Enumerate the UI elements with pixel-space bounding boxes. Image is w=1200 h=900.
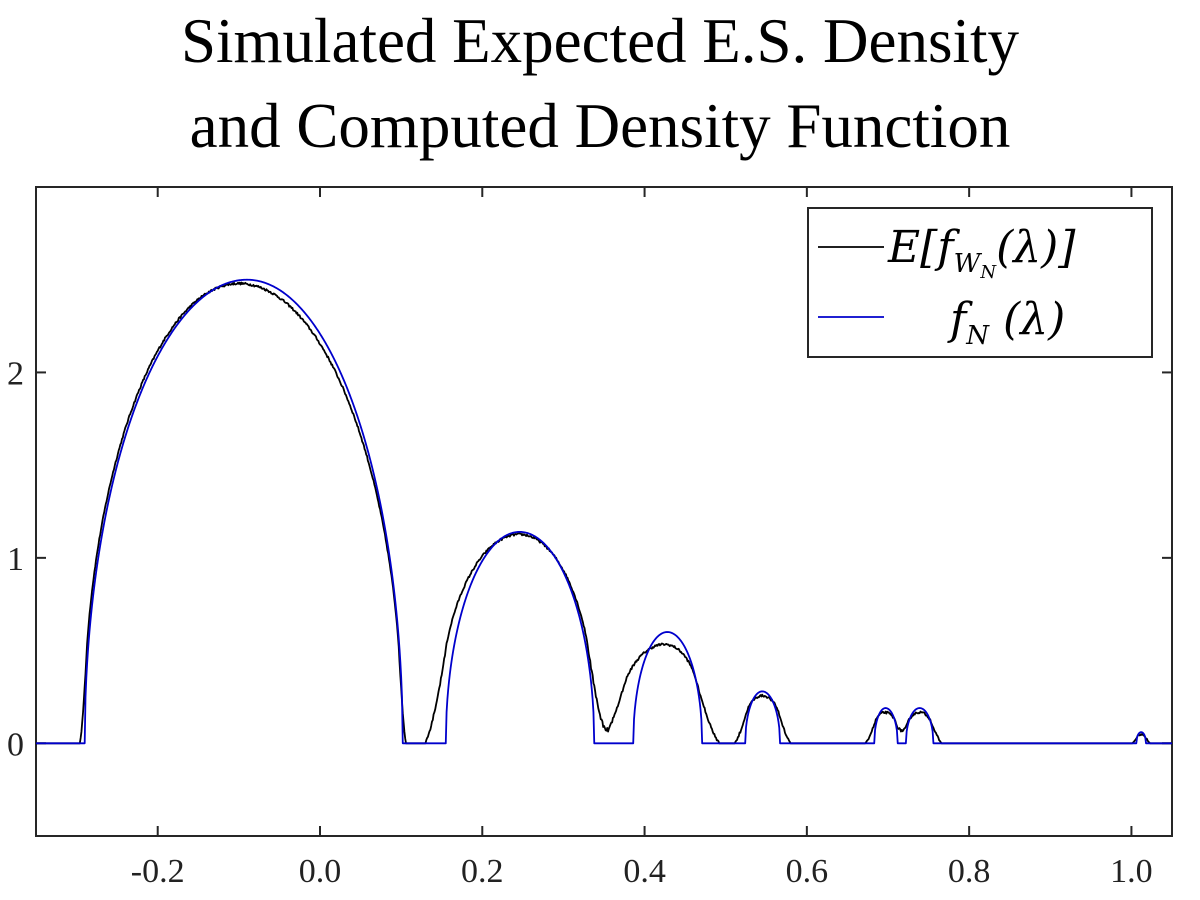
legend: E[fWN(λ)] fN (λ) bbox=[807, 207, 1153, 358]
x-tick-labels: -0.2 0.0 0.2 0.4 0.6 0.8 1.0 bbox=[131, 853, 1153, 890]
y-tick-label: 2 bbox=[7, 355, 24, 392]
chart-title-line-2: and Computed Density Function bbox=[189, 91, 1011, 161]
x-tick-label: 1.0 bbox=[1110, 853, 1153, 890]
y-tick-label: 0 bbox=[7, 726, 24, 763]
x-tick-label: 0.6 bbox=[786, 853, 829, 890]
legend-box bbox=[807, 207, 1153, 358]
x-tick-label: 0.0 bbox=[299, 853, 342, 890]
legend-label-computed-density: fN (λ) bbox=[947, 294, 1065, 351]
y-tick-label: 1 bbox=[7, 541, 24, 578]
x-tick-label: 0.8 bbox=[948, 853, 991, 890]
series-line-computed-density bbox=[35, 278, 1173, 745]
x-tick-label: -0.2 bbox=[131, 853, 185, 890]
y-tick-labels: 0 1 2 bbox=[7, 355, 24, 763]
x-tick-label: 0.4 bbox=[623, 853, 666, 890]
chart-title-line-1: Simulated Expected E.S. Density bbox=[180, 6, 1020, 76]
x-tick-label: 0.2 bbox=[461, 853, 504, 890]
